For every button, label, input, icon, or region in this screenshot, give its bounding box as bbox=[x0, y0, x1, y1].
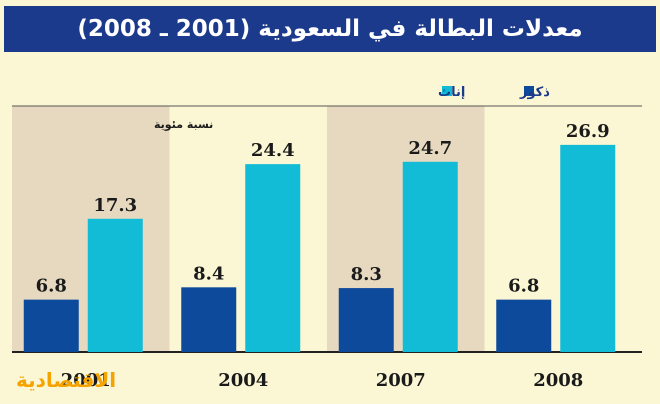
bar-males-2008 bbox=[496, 299, 552, 352]
data-label-females-2004: 24.4 bbox=[251, 140, 295, 161]
legend-label-1: إناث bbox=[438, 85, 465, 100]
data-label-males-2007: 8.3 bbox=[351, 264, 382, 285]
data-label-females-2008: 26.9 bbox=[566, 121, 610, 142]
data-label-females-2007: 24.7 bbox=[408, 138, 452, 159]
bar-males-2004 bbox=[181, 287, 237, 352]
data-label-males-2001: 6.8 bbox=[36, 276, 67, 297]
bar-females-2007 bbox=[402, 161, 458, 352]
bar-males-2001 bbox=[23, 299, 79, 352]
x-tick-label-2008: 2008 bbox=[533, 370, 583, 391]
data-label-males-2008: 6.8 bbox=[508, 276, 539, 297]
data-label-females-2001: 17.3 bbox=[93, 195, 137, 216]
bar-females-2008 bbox=[560, 144, 616, 352]
title-bar: معدلات البطالة في السعودية (2001 ـ 2008) bbox=[4, 6, 656, 52]
y-axis-label: نسبة مئوية bbox=[154, 118, 213, 131]
bar-females-2001 bbox=[87, 218, 143, 352]
legend-swatch-1 bbox=[442, 86, 452, 96]
brand-logo: الاقتصادية bbox=[16, 368, 117, 392]
bar-females-2004 bbox=[245, 164, 301, 352]
x-tick-label-2007: 2007 bbox=[376, 370, 426, 391]
legend-swatch-0 bbox=[524, 86, 534, 96]
x-tick-label-2004: 2004 bbox=[218, 370, 268, 391]
chart-title: معدلات البطالة في السعودية (2001 ـ 2008) bbox=[77, 16, 583, 42]
data-label-males-2004: 8.4 bbox=[193, 263, 224, 284]
x-tick-label-2001: 2001 bbox=[61, 370, 111, 391]
legend-label-0: ذكور bbox=[519, 85, 550, 100]
bar-males-2007 bbox=[338, 288, 394, 352]
